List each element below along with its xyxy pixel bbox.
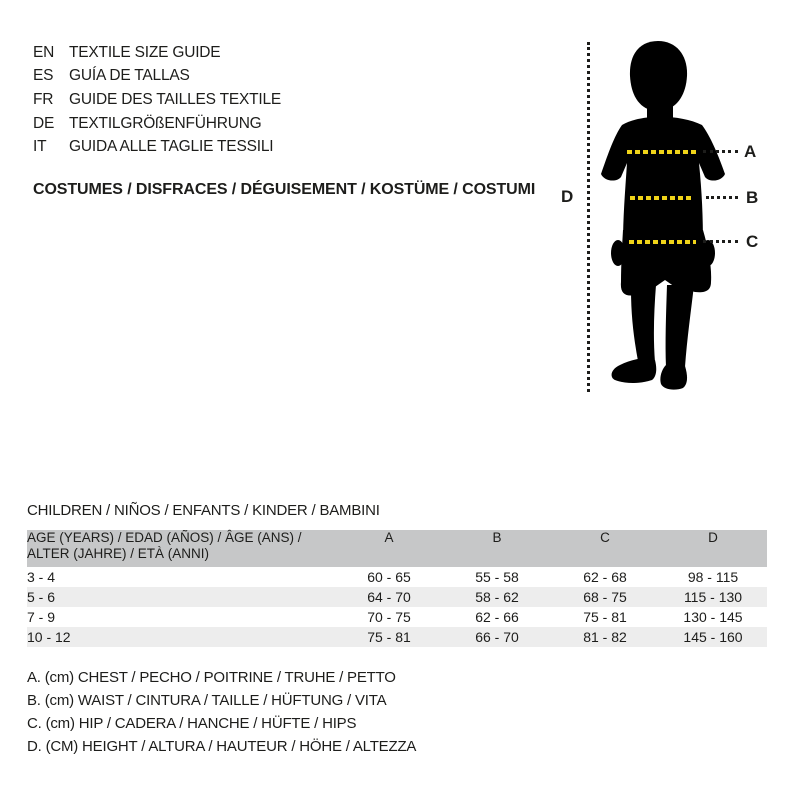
- measure-label-c: C: [746, 232, 759, 251]
- column-header-d: D: [659, 530, 767, 567]
- height-cell: 130 - 145: [683, 609, 743, 625]
- age-cell: 5 - 6: [27, 589, 56, 605]
- table-row: 7 - 9 70 - 75 62 - 66 75 - 81 130 - 145: [27, 607, 767, 627]
- waist-cell: 58 - 62: [475, 589, 519, 605]
- language-title-list: EN TEXTILE SIZE GUIDE ES GUÍA DE TALLAS …: [33, 41, 281, 159]
- chest-cell: 60 - 65: [367, 569, 411, 585]
- children-section-heading: CHILDREN / NIÑOS / ENFANTS / KINDER / BA…: [27, 502, 380, 519]
- language-title: GUIDE DES TAILLES TEXTILE: [69, 90, 282, 108]
- language-title: TEXTILGRÖßENFÜHRUNG: [69, 114, 262, 132]
- language-code: ES: [33, 67, 54, 85]
- waist-cell: 66 - 70: [475, 629, 519, 645]
- size-table: AGE (YEARS) / EDAD (AÑOS) / ÂGE (ANS) / …: [27, 530, 767, 647]
- column-header-c: C: [551, 530, 659, 567]
- measure-label-d: D: [561, 187, 574, 206]
- language-row: EN TEXTILE SIZE GUIDE: [33, 41, 281, 65]
- table-row: 10 - 12 75 - 81 66 - 70 81 - 82 145 - 16…: [27, 627, 767, 647]
- chest-cell: 70 - 75: [367, 609, 411, 625]
- waist-line-b-extension: [706, 196, 738, 199]
- legend-line-height: D. (CM) HEIGHT / ALTURA / HAUTEUR / HÖHE…: [27, 738, 417, 755]
- measure-label-b: B: [746, 188, 759, 207]
- child-silhouette: [601, 41, 725, 390]
- measure-label-a: A: [744, 142, 757, 161]
- height-cell: 115 - 130: [683, 589, 743, 605]
- hip-cell: 68 - 75: [583, 589, 627, 605]
- waist-cell: 55 - 58: [475, 569, 519, 585]
- language-row: FR GUIDE DES TAILLES TEXTILE: [33, 88, 281, 112]
- language-title: GUIDA ALLE TAGLIE TESSILI: [69, 138, 274, 156]
- chest-cell: 75 - 81: [367, 629, 411, 645]
- height-cell: 145 - 160: [683, 629, 743, 645]
- language-row: DE TEXTILGRÖßENFÜHRUNG: [33, 112, 281, 136]
- column-header-a: A: [335, 530, 443, 567]
- hip-line-c: [629, 240, 696, 244]
- language-code: DE: [33, 114, 55, 132]
- language-code: EN: [33, 43, 55, 61]
- waist-line-b: [630, 196, 691, 200]
- hip-cell: 81 - 82: [583, 629, 627, 645]
- language-row: IT GUIDA ALLE TAGLIE TESSILI: [33, 135, 281, 159]
- legend-line-chest: A. (cm) CHEST / PECHO / POITRINE / TRUHE…: [27, 669, 396, 686]
- language-row: ES GUÍA DE TALLAS: [33, 65, 281, 89]
- hip-cell: 62 - 68: [583, 569, 627, 585]
- hip-line-c-extension: [703, 240, 738, 243]
- legend-line-hip: C. (cm) HIP / CADERA / HANCHE / HÜFTE / …: [27, 715, 357, 732]
- table-row: 3 - 4 60 - 65 55 - 58 62 - 68 98 - 115: [27, 567, 767, 587]
- age-cell: 3 - 4: [27, 569, 56, 585]
- age-cell: 7 - 9: [27, 609, 56, 625]
- chest-cell: 64 - 70: [367, 589, 411, 605]
- language-code: IT: [33, 138, 47, 156]
- measurement-legend: A. (cm) CHEST / PECHO / POITRINE / TRUHE…: [27, 666, 416, 758]
- chest-line-a: [627, 150, 697, 154]
- hip-cell: 75 - 81: [583, 609, 627, 625]
- language-code: FR: [33, 90, 54, 108]
- language-title: GUÍA DE TALLAS: [69, 67, 190, 85]
- category-heading: COSTUMES / DISFRACES / DÉGUISEMENT / KOS…: [33, 181, 536, 198]
- waist-cell: 62 - 66: [475, 609, 519, 625]
- age-column-header: AGE (YEARS) / EDAD (AÑOS) / ÂGE (ANS) / …: [27, 530, 335, 567]
- language-title: TEXTILE SIZE GUIDE: [69, 43, 221, 61]
- column-header-b: B: [443, 530, 551, 567]
- chest-line-a-extension: [703, 150, 738, 153]
- height-cell: 98 - 115: [687, 569, 739, 585]
- height-measure-line-d: [587, 42, 590, 392]
- age-cell: 10 - 12: [27, 629, 71, 645]
- table-row: 5 - 6 64 - 70 58 - 62 68 - 75 115 - 130: [27, 587, 767, 607]
- size-table-header-row: AGE (YEARS) / EDAD (AÑOS) / ÂGE (ANS) / …: [27, 530, 767, 567]
- legend-line-waist: B. (cm) WAIST / CINTURA / TAILLE / HÜFTU…: [27, 692, 387, 709]
